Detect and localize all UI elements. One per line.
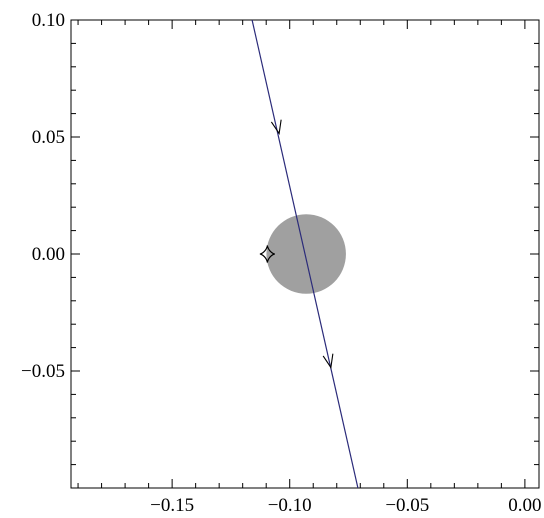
x-tick-label: −0.05 [385, 495, 429, 516]
y-tick-label: 0.00 [32, 244, 65, 265]
x-tick-label: −0.10 [268, 495, 312, 516]
tick-marks [71, 19, 539, 489]
y-tick-labels: 0.10 0.05 0.00 −0.05 [21, 10, 65, 382]
x-tick-labels: −0.15 −0.10 −0.05 0.00 [150, 495, 541, 516]
direction-arrow [322, 353, 334, 369]
x-tick-label: 0.00 [508, 495, 541, 516]
plot-marks [251, 19, 359, 489]
lens-disk [266, 214, 346, 294]
caustic-curve [259, 245, 275, 263]
y-tick-label: −0.05 [21, 361, 65, 382]
x-tick-label: −0.15 [150, 495, 194, 516]
y-tick-label: 0.05 [32, 127, 65, 148]
direction-arrow [270, 119, 282, 135]
y-tick-label: 0.10 [32, 10, 65, 31]
trajectory-line [251, 19, 359, 489]
